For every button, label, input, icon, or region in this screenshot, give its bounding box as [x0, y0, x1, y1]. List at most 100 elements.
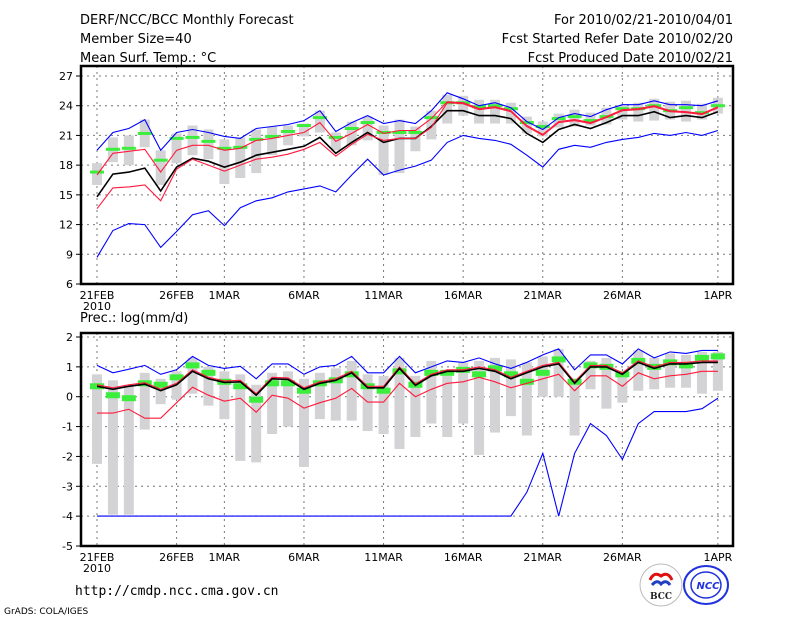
- observation-mark: [105, 392, 120, 399]
- range-bar: [458, 95, 469, 116]
- range-bar: [251, 384, 262, 463]
- observation-mark: [169, 136, 184, 140]
- observation-mark: [265, 380, 280, 387]
- range-bar: [251, 129, 262, 174]
- observation-mark: [567, 115, 582, 119]
- range-bar: [537, 356, 548, 397]
- observation-mark: [344, 371, 359, 378]
- range-bar: [314, 372, 325, 420]
- observation-mark: [694, 354, 709, 361]
- x-tick-label: 6MAR: [288, 289, 320, 302]
- range-bar: [442, 94, 453, 124]
- y-tick-label: 9: [66, 248, 73, 261]
- observation-mark: [105, 147, 120, 151]
- range-bar: [171, 133, 182, 164]
- observation-mark: [424, 369, 439, 376]
- range-bar: [362, 116, 373, 141]
- observation-mark: [424, 116, 439, 120]
- range-bar: [298, 123, 309, 137]
- range-bar: [681, 354, 692, 388]
- y-tick-label: -3: [62, 480, 73, 493]
- range-bar: [633, 350, 644, 391]
- range-bar: [394, 357, 405, 449]
- range-bar: [617, 105, 628, 120]
- observation-mark: [679, 362, 694, 369]
- observation-mark: [694, 111, 709, 115]
- range-bar: [505, 102, 516, 124]
- range-bar: [490, 99, 500, 124]
- bcc-logo-text: BCC: [650, 592, 672, 602]
- range-bar: [219, 139, 230, 184]
- range-bar: [458, 362, 469, 424]
- range-bar: [617, 372, 628, 403]
- observation-mark: [503, 107, 518, 111]
- series-min-line: [96, 129, 719, 258]
- observation-mark: [535, 369, 550, 376]
- x-tick-label: 11MAR: [364, 551, 403, 564]
- observation-mark: [153, 158, 168, 162]
- y-tick-label: -2: [62, 450, 73, 463]
- range-bar: [123, 384, 134, 515]
- y-tick-label: -5: [62, 540, 73, 553]
- observation-mark: [488, 365, 502, 372]
- observation-mark: [679, 106, 694, 110]
- observation-mark: [281, 380, 296, 387]
- x-tick-label: 11MAR: [364, 289, 403, 302]
- observation-mark: [710, 353, 725, 360]
- x-tick-label: 1MAR: [209, 551, 241, 564]
- range-bar: [187, 357, 198, 394]
- x-tick-year: 2010: [83, 562, 111, 575]
- range-bar: [92, 163, 102, 185]
- range-bar: [298, 378, 309, 467]
- observation-mark: [296, 387, 311, 394]
- range-bar: [330, 368, 341, 421]
- forecast-range: For 2010/02/21-2010/04/01: [554, 13, 733, 28]
- observation-mark: [265, 134, 280, 138]
- range-bar: [410, 375, 421, 438]
- y-tick-label: 0: [66, 391, 73, 404]
- range-bar: [107, 380, 118, 515]
- x-tick-label: 1APR: [703, 289, 732, 302]
- observation-mark: [408, 130, 423, 134]
- x-tick-label: 26MAR: [603, 551, 642, 564]
- observation-mark: [392, 130, 407, 134]
- member-size: Member Size=40: [80, 32, 192, 47]
- ncc-logo-text: NCC: [696, 581, 720, 592]
- observation-mark: [535, 125, 550, 129]
- range-bar: [235, 137, 246, 179]
- x-tick-label: 21FEB: [80, 289, 115, 302]
- observation-mark: [137, 131, 152, 135]
- range-bar: [283, 371, 294, 427]
- observation-mark: [503, 371, 518, 378]
- range-bar: [187, 125, 198, 156]
- x-tick-label: 16MAR: [444, 289, 483, 302]
- range-bar: [569, 378, 580, 436]
- observation-mark: [169, 374, 184, 381]
- series-upper-line: [96, 101, 719, 176]
- y-tick-label: 21: [59, 129, 73, 142]
- x-tick-label: 6MAR: [288, 551, 320, 564]
- y-tick-label: 1: [66, 361, 73, 374]
- range-bar: [378, 125, 389, 176]
- observation-mark: [344, 126, 359, 130]
- range-bar: [203, 366, 214, 406]
- observation-mark: [376, 387, 391, 394]
- x-tick-year: 2010: [83, 300, 111, 313]
- series-lower-line: [96, 102, 719, 210]
- range-bar: [474, 99, 485, 124]
- observation-mark: [201, 139, 216, 143]
- series-max-line: [96, 92, 719, 152]
- range-bar: [314, 110, 325, 133]
- range-bar: [235, 374, 246, 461]
- observation-mark: [153, 381, 168, 388]
- website-url: http://cmdp.ncc.cma.gov.cn: [75, 584, 279, 599]
- x-tick-label: 21MAR: [523, 289, 562, 302]
- observation-mark: [615, 107, 630, 111]
- x-tick-label: 1MAR: [209, 289, 241, 302]
- x-tick-label: 16MAR: [444, 551, 483, 564]
- range-bar: [378, 375, 389, 435]
- range-bar: [474, 360, 485, 455]
- observation-mark: [185, 135, 200, 139]
